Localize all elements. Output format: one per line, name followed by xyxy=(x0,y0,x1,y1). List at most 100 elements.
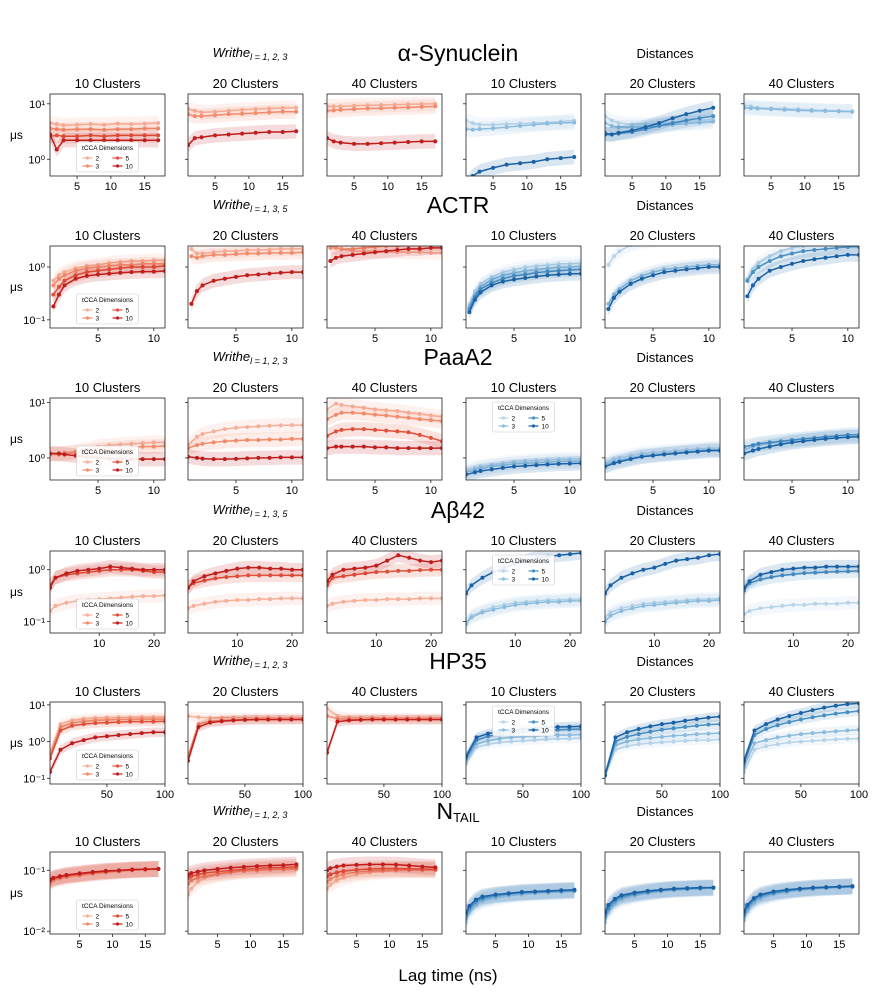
data-point xyxy=(245,456,250,461)
data-point xyxy=(163,567,165,572)
data-point xyxy=(194,443,199,448)
data-point xyxy=(339,254,344,259)
x-tick-label: 10 xyxy=(383,939,395,951)
data-point xyxy=(798,717,803,722)
data-point xyxy=(129,122,134,127)
x-tick-label: 10 xyxy=(425,485,437,497)
data-point xyxy=(373,246,378,249)
data-point xyxy=(56,292,61,297)
legend: tCCA Dimensions 23 510 xyxy=(76,749,139,781)
data-point xyxy=(93,735,98,740)
data-point xyxy=(330,572,335,577)
legend-title: tCCA Dimensions xyxy=(82,449,134,456)
data-point xyxy=(509,735,514,740)
x-tick-label: 10 xyxy=(842,333,854,345)
data-point xyxy=(189,246,194,251)
subplot: 40 Clusters 5 10 xyxy=(741,228,860,345)
data-point xyxy=(764,738,769,743)
data-point xyxy=(572,887,577,892)
data-point xyxy=(857,736,859,741)
data-point xyxy=(822,730,827,735)
confidence-band xyxy=(50,727,165,777)
data-point xyxy=(327,433,329,438)
data-point xyxy=(778,442,783,447)
data-point xyxy=(188,446,190,451)
data-point xyxy=(579,551,581,556)
data-point xyxy=(301,717,303,722)
data-point xyxy=(545,262,550,267)
y-tick-label: 10⁻¹ xyxy=(23,865,45,877)
axes-frame xyxy=(743,397,860,481)
subplot: 40 Clusters 10 20 xyxy=(741,533,860,650)
confidence-band xyxy=(605,879,714,924)
writhe-subscript: l = 1, 2, 3 xyxy=(250,356,287,366)
data-point xyxy=(833,711,838,716)
data-point xyxy=(745,278,750,283)
data-point xyxy=(474,735,479,740)
data-point xyxy=(84,266,89,271)
data-point xyxy=(384,408,389,413)
data-point xyxy=(188,143,190,148)
data-point xyxy=(857,252,859,257)
confidence-band xyxy=(327,591,442,613)
data-point xyxy=(608,613,613,618)
legend-marker xyxy=(85,156,90,160)
data-point xyxy=(751,896,756,901)
data-point xyxy=(473,897,478,902)
data-point xyxy=(813,570,818,575)
data-point xyxy=(107,263,112,268)
data-point xyxy=(395,247,400,252)
data-point xyxy=(141,567,146,572)
data-point xyxy=(58,722,63,727)
y-tick-label: 10¹ xyxy=(29,99,45,111)
confidence-band xyxy=(469,262,581,316)
x-tick-label: 10 xyxy=(703,333,715,345)
data-point xyxy=(339,246,344,251)
data-point xyxy=(54,122,59,127)
data-point xyxy=(512,270,517,275)
data-point xyxy=(613,735,618,740)
panel-title: 20 Clusters xyxy=(213,228,279,243)
data-point xyxy=(534,463,539,468)
data-point xyxy=(846,569,851,574)
confidence-band xyxy=(744,878,853,923)
data-point xyxy=(612,896,617,901)
series-line-10 xyxy=(327,137,436,145)
legend-box xyxy=(76,899,139,931)
data-point xyxy=(837,884,842,889)
confidence-band xyxy=(466,729,581,766)
data-point xyxy=(301,573,303,578)
data-point xyxy=(200,283,205,288)
subplot: 20 Clusters 5 10 xyxy=(185,228,304,345)
subplot: 10 Clusters 50 100 tCCA Dimensions 23 510 xyxy=(463,684,590,801)
data-point xyxy=(151,265,156,270)
data-point xyxy=(279,573,284,578)
data-point xyxy=(374,563,379,568)
data-point xyxy=(418,558,423,563)
axes-frame xyxy=(49,93,166,177)
data-point xyxy=(266,717,271,722)
data-point xyxy=(567,271,572,276)
data-point xyxy=(428,435,433,440)
data-point xyxy=(758,606,763,611)
data-point xyxy=(557,553,562,558)
confidence-band xyxy=(469,255,581,311)
data-point xyxy=(440,567,442,572)
data-point xyxy=(845,252,850,257)
legend-title: tCCA Dimensions xyxy=(498,558,550,565)
legend-label: 5 xyxy=(126,913,130,920)
data-point xyxy=(328,866,333,871)
system-title: HP35 xyxy=(429,648,487,674)
data-point xyxy=(280,105,285,110)
data-point xyxy=(662,270,667,275)
data-point xyxy=(718,552,720,557)
data-point xyxy=(810,708,815,713)
data-point xyxy=(228,865,233,870)
data-point xyxy=(234,249,239,254)
data-point xyxy=(784,887,789,892)
data-point xyxy=(780,573,785,578)
data-point xyxy=(140,258,145,263)
confidence-band xyxy=(53,264,165,314)
data-point xyxy=(744,769,746,774)
